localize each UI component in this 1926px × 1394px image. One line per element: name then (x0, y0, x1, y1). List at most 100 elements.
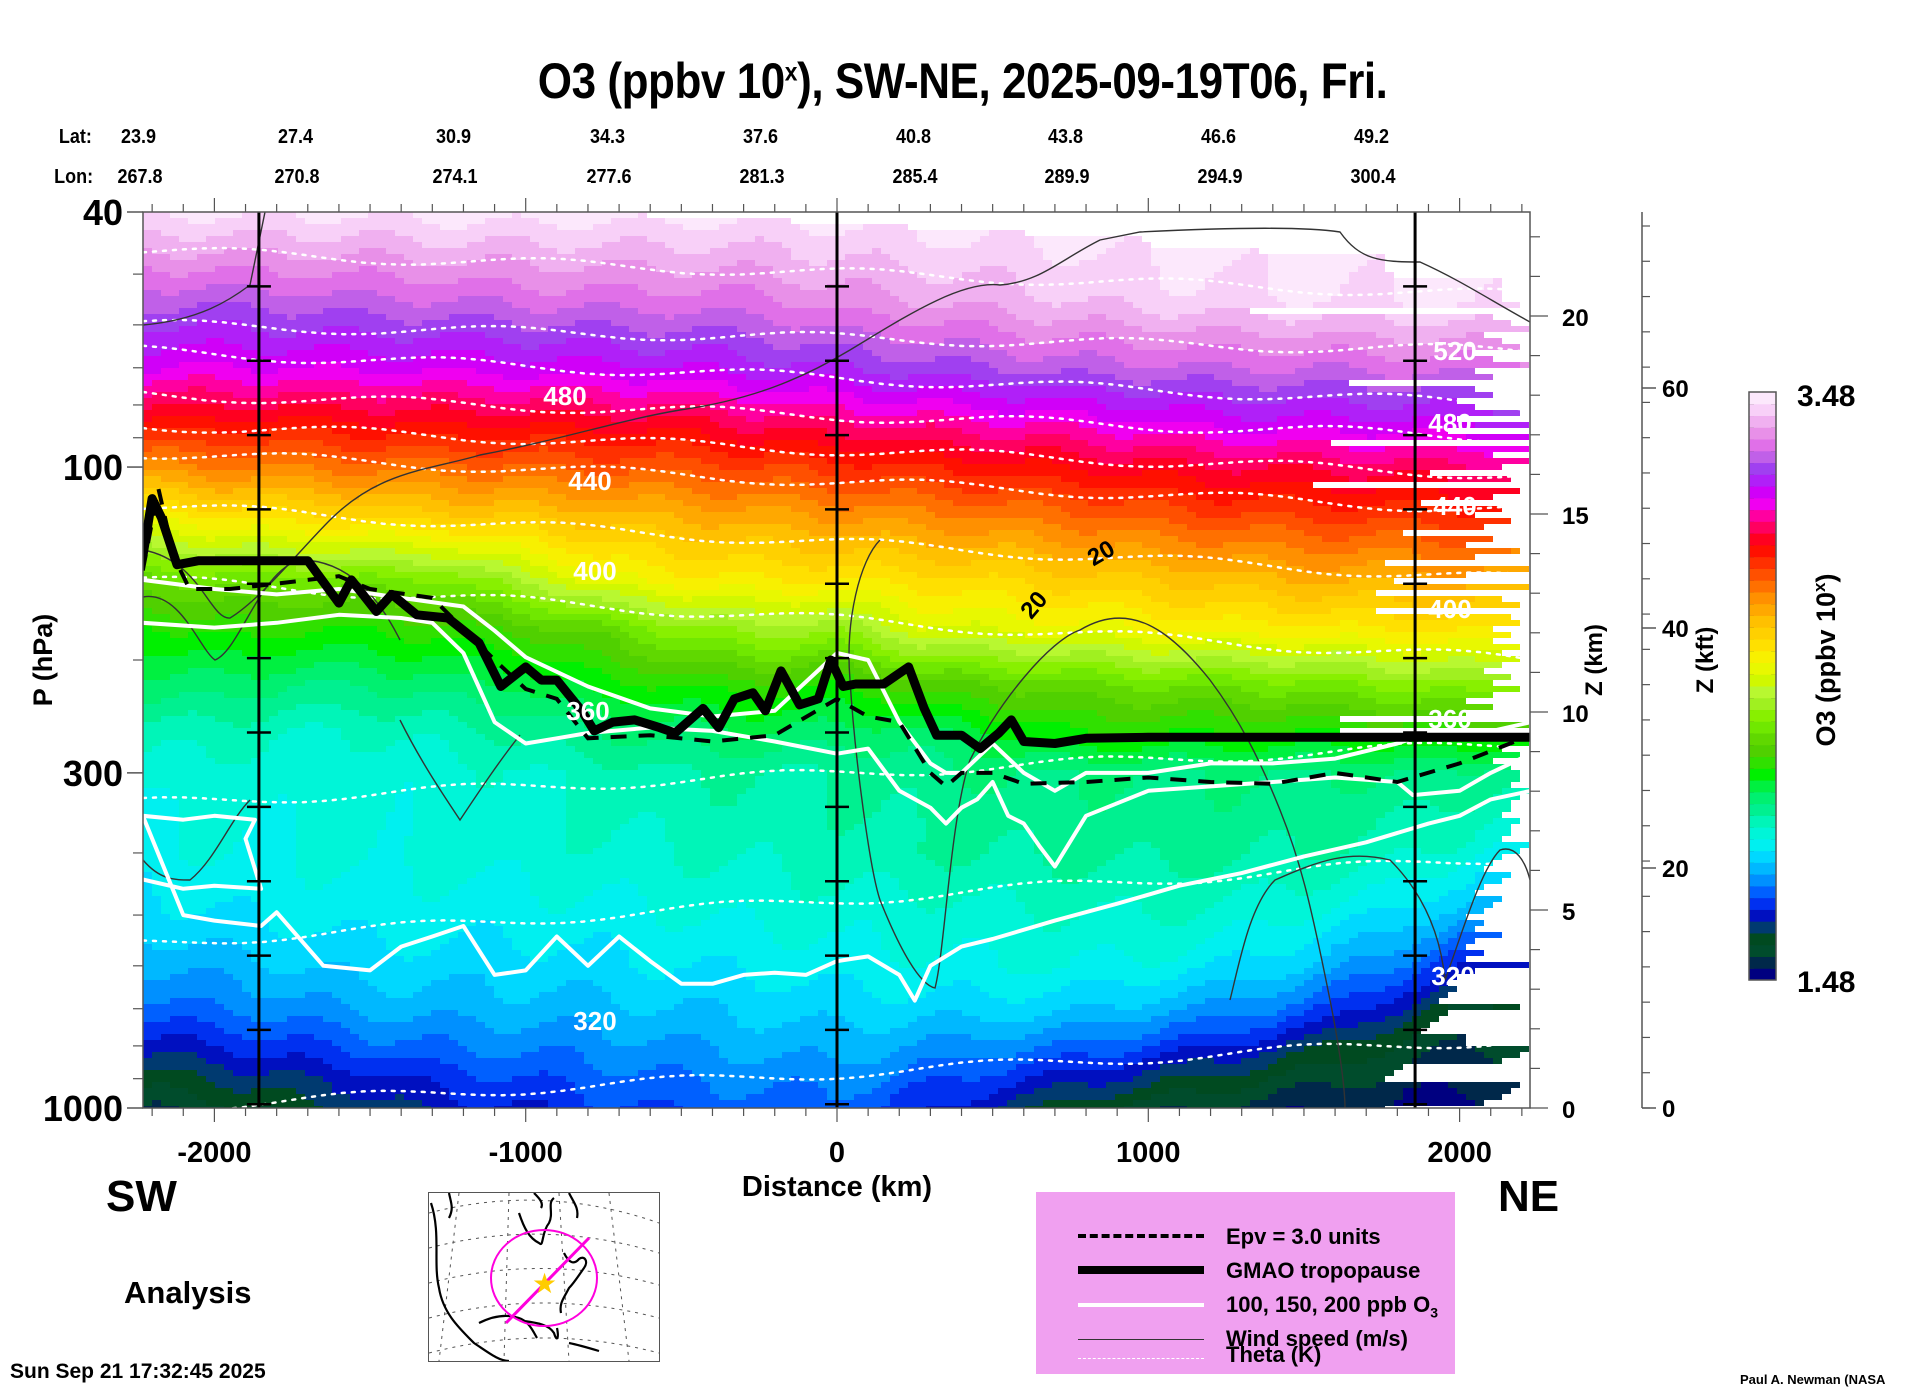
ozone-cell (1268, 272, 1349, 278)
ozone-cell (980, 986, 1061, 992)
ozone-cell (1124, 980, 1160, 986)
ozone-cell (1142, 326, 1196, 332)
ozone-cell (719, 1052, 782, 1058)
ozone-cell (620, 392, 647, 398)
ozone-cell (1493, 842, 1529, 848)
ozone-cell (530, 602, 566, 608)
ozone-cell (602, 596, 647, 602)
ozone-cell (1439, 896, 1475, 902)
ozone-cell (881, 728, 953, 734)
ozone-cell (143, 1004, 224, 1010)
ozone-cell (539, 1070, 548, 1076)
ozone-cell (1133, 302, 1286, 308)
ozone-cell (1475, 878, 1502, 884)
ozone-cell (881, 662, 980, 668)
ozone-cell (791, 524, 926, 530)
ozone-cell (413, 578, 503, 584)
ozone-cell (395, 296, 458, 302)
ozone-cell (1160, 1064, 1268, 1070)
ozone-cell (1367, 908, 1457, 914)
ozone-cell (962, 734, 998, 740)
ozone-cell (899, 596, 1016, 602)
ozone-cell (467, 476, 503, 482)
ozone-cell (854, 422, 926, 428)
ozone-cell (584, 302, 620, 308)
ozone-cell (557, 356, 602, 362)
ozone-cell (1241, 1058, 1277, 1064)
ozone-cell (548, 326, 629, 332)
ozone-cell (1223, 614, 1241, 620)
ozone-cell (143, 800, 179, 806)
ozone-cell (1448, 614, 1511, 620)
ozone-cell (620, 644, 656, 650)
colorbar-swatch (1749, 709, 1776, 722)
ozone-cell (179, 806, 260, 812)
ozone-cell (1313, 1004, 1376, 1010)
ozone-cell (1088, 368, 1250, 374)
ozone-cell (683, 698, 701, 704)
ozone-cell (935, 1010, 962, 1016)
ozone-cell (566, 848, 593, 854)
legend-label-epv: Epv = 3.0 units (1226, 1224, 1381, 1249)
ozone-cell (1268, 260, 1367, 266)
ozone-cell (143, 344, 179, 350)
ozone-cell (1034, 1058, 1142, 1064)
ozone-cell (170, 794, 278, 800)
ozone-cell (305, 992, 332, 998)
ozone-cell (1034, 830, 1268, 836)
ozone-cell (719, 584, 755, 590)
ozone-cell (1133, 1088, 1169, 1094)
ozone-cell (710, 614, 728, 620)
ozone-cell (1250, 842, 1295, 848)
ozone-cell (1421, 968, 1448, 974)
ozone-cell (458, 296, 503, 302)
ozone-cell (737, 440, 764, 446)
colorbar-swatch (1749, 744, 1776, 758)
ozone-cell (404, 1094, 449, 1100)
ozone-cell (152, 392, 233, 398)
ozone-cell (1430, 572, 1466, 578)
ozone-cell (233, 1010, 359, 1016)
ozone-cell (710, 446, 836, 452)
ozone-cell (1250, 1028, 1286, 1034)
ozone-cell (287, 686, 368, 692)
ozone-cell (224, 1106, 251, 1108)
ozone-cell (953, 980, 971, 986)
theta-contour-label: 480 (1428, 408, 1471, 438)
ozone-cell (1241, 416, 1277, 422)
ozone-cell (692, 344, 728, 350)
ozone-cell (629, 554, 674, 560)
ozone-cell (782, 764, 818, 770)
ozone-cell (161, 740, 197, 746)
ozone-cell (143, 980, 242, 986)
ozone-cell (341, 236, 413, 242)
ozone-cell (1286, 1004, 1313, 1010)
ozone-cell (215, 614, 251, 620)
ozone-cell (512, 254, 791, 260)
ozone-cell (773, 842, 917, 848)
ozone-cell (800, 740, 827, 746)
ozone-cell (1376, 698, 1421, 704)
zkm-tick-label: 15 (1562, 503, 1589, 530)
ozone-cell (1322, 536, 1349, 542)
ozone-cell (485, 866, 521, 872)
ozone-cell (1295, 752, 1313, 758)
ozone-cell (1097, 416, 1241, 422)
ozone-cell (1115, 356, 1385, 362)
epv-dashed-line (143, 488, 1530, 790)
ozone-cell (962, 590, 1007, 596)
ozone-cell (278, 380, 359, 386)
ozone-cell (1196, 494, 1259, 500)
ozone-cell (1133, 896, 1223, 902)
ozone-cell (161, 896, 233, 902)
ozone-cell (1457, 866, 1484, 872)
ozone-cell (1088, 470, 1142, 476)
ozone-cell (287, 794, 395, 800)
ozone-cell (710, 722, 791, 728)
ozone-cell (953, 278, 1016, 284)
ozone-cell (1313, 890, 1358, 896)
ozone-cell (1358, 548, 1412, 554)
ozone-cell (1358, 890, 1448, 896)
ozone-cell (530, 260, 602, 266)
ozone-cell (143, 728, 287, 734)
